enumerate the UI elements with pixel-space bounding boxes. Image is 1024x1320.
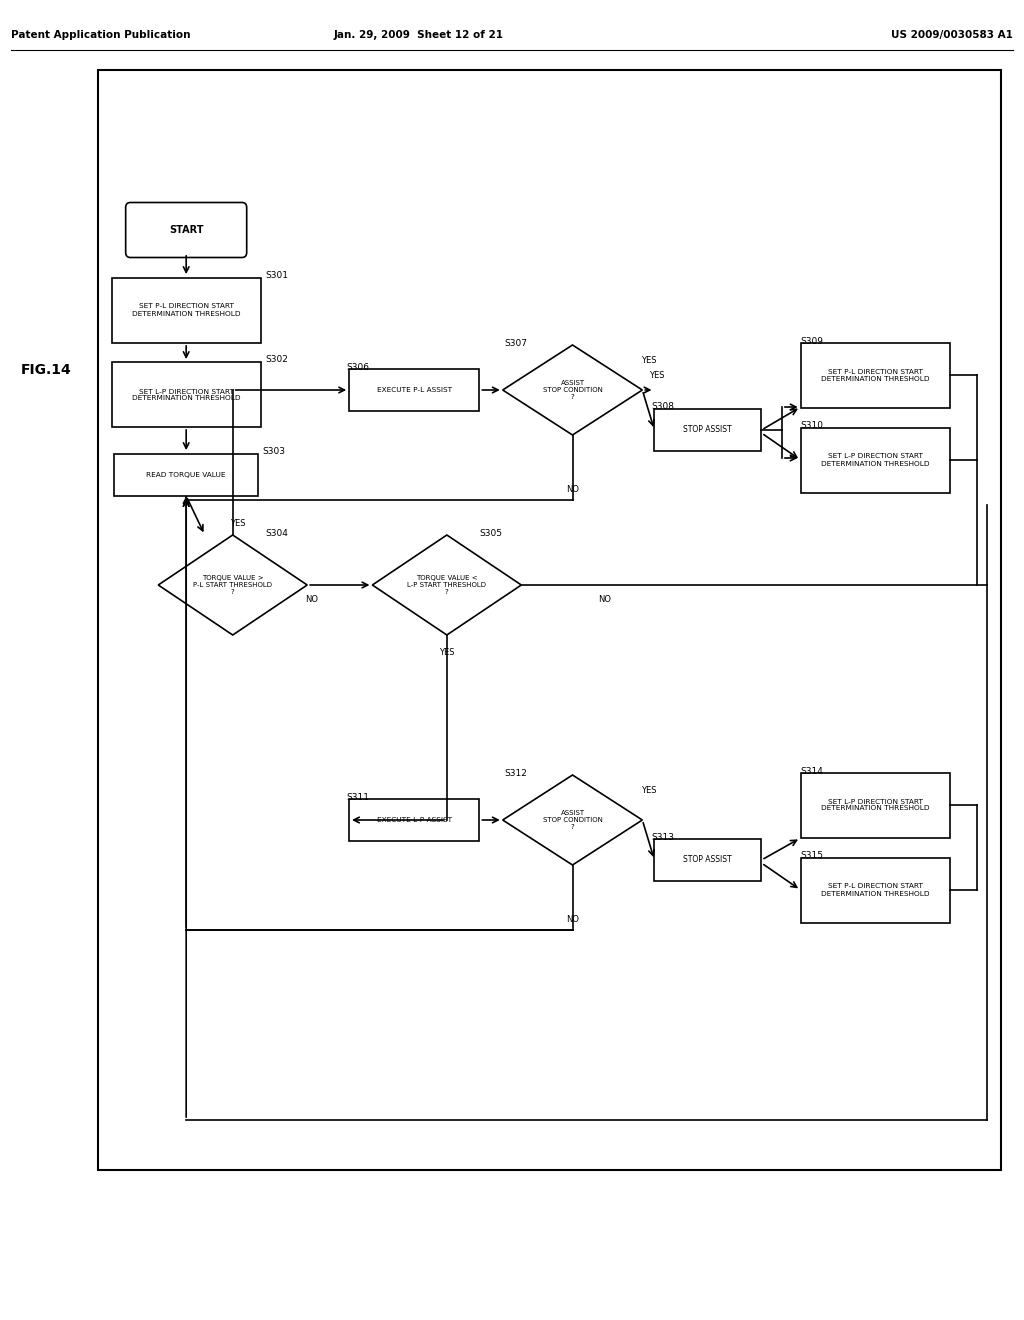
Text: YES: YES bbox=[641, 356, 656, 366]
Text: TORQUE VALUE <
L-P START THRESHOLD
?: TORQUE VALUE < L-P START THRESHOLD ? bbox=[408, 576, 486, 595]
Text: SET L-P DIRECTION START
DETERMINATION THRESHOLD: SET L-P DIRECTION START DETERMINATION TH… bbox=[821, 799, 930, 812]
Bar bbox=[654, 409, 761, 451]
Text: EXECUTE L-P ASSIST: EXECUTE L-P ASSIST bbox=[377, 817, 452, 822]
Text: Patent Application Publication: Patent Application Publication bbox=[11, 30, 190, 40]
Bar bbox=[801, 428, 949, 492]
Text: SET L-P DIRECTION START
DETERMINATION THRESHOLD: SET L-P DIRECTION START DETERMINATION TH… bbox=[821, 454, 930, 466]
Bar bbox=[801, 858, 949, 923]
Text: YES: YES bbox=[229, 519, 245, 528]
Text: NO: NO bbox=[566, 916, 579, 924]
Text: US 2009/0030583 A1: US 2009/0030583 A1 bbox=[891, 30, 1013, 40]
Bar bbox=[349, 370, 479, 411]
Text: Jan. 29, 2009  Sheet 12 of 21: Jan. 29, 2009 Sheet 12 of 21 bbox=[334, 30, 504, 40]
Text: S310: S310 bbox=[801, 421, 823, 430]
Polygon shape bbox=[503, 345, 642, 436]
Text: ASSIST
STOP CONDITION
?: ASSIST STOP CONDITION ? bbox=[543, 810, 602, 830]
Text: START: START bbox=[169, 224, 204, 235]
Text: NO: NO bbox=[305, 595, 318, 605]
Text: S311: S311 bbox=[346, 792, 370, 801]
Polygon shape bbox=[159, 535, 307, 635]
Text: TORQUE VALUE >
P-L START THRESHOLD
?: TORQUE VALUE > P-L START THRESHOLD ? bbox=[194, 576, 272, 595]
Text: ASSIST
STOP CONDITION
?: ASSIST STOP CONDITION ? bbox=[543, 380, 602, 400]
Text: S305: S305 bbox=[479, 528, 503, 537]
Bar bbox=[97, 70, 1000, 1170]
Text: SET P-L DIRECTION START
DETERMINATION THRESHOLD: SET P-L DIRECTION START DETERMINATION TH… bbox=[132, 304, 241, 317]
Text: READ TORQUE VALUE: READ TORQUE VALUE bbox=[146, 473, 226, 478]
Text: STOP ASSIST: STOP ASSIST bbox=[683, 425, 732, 434]
Text: SET P-L DIRECTION START
DETERMINATION THRESHOLD: SET P-L DIRECTION START DETERMINATION TH… bbox=[821, 883, 930, 896]
Text: NO: NO bbox=[566, 486, 579, 495]
Polygon shape bbox=[373, 535, 521, 635]
Text: STOP ASSIST: STOP ASSIST bbox=[683, 855, 732, 865]
Bar bbox=[349, 799, 479, 841]
Text: SET L-P DIRECTION START
DETERMINATION THRESHOLD: SET L-P DIRECTION START DETERMINATION TH… bbox=[132, 388, 241, 401]
FancyBboxPatch shape bbox=[126, 202, 247, 257]
Text: S314: S314 bbox=[801, 767, 823, 776]
Polygon shape bbox=[503, 775, 642, 865]
Text: S308: S308 bbox=[651, 403, 675, 412]
Text: S307: S307 bbox=[505, 338, 527, 347]
Text: S315: S315 bbox=[801, 851, 823, 861]
Bar bbox=[654, 840, 761, 880]
Text: S306: S306 bbox=[346, 363, 370, 371]
Text: EXECUTE P-L ASSIST: EXECUTE P-L ASSIST bbox=[377, 387, 452, 393]
Text: S309: S309 bbox=[801, 337, 823, 346]
Text: YES: YES bbox=[439, 648, 455, 657]
Bar bbox=[112, 277, 261, 342]
Text: S313: S313 bbox=[651, 833, 675, 842]
Text: S304: S304 bbox=[265, 528, 288, 537]
Text: YES: YES bbox=[649, 371, 665, 380]
Text: S303: S303 bbox=[262, 447, 286, 457]
Text: S312: S312 bbox=[505, 768, 527, 777]
Text: YES: YES bbox=[641, 785, 656, 795]
Text: SET P-L DIRECTION START
DETERMINATION THRESHOLD: SET P-L DIRECTION START DETERMINATION TH… bbox=[821, 368, 930, 381]
Bar bbox=[801, 772, 949, 837]
Text: FIG.14: FIG.14 bbox=[22, 363, 72, 378]
Bar bbox=[801, 342, 949, 408]
Text: NO: NO bbox=[599, 595, 611, 605]
Text: S302: S302 bbox=[265, 355, 288, 364]
Bar bbox=[112, 363, 261, 428]
Bar bbox=[114, 454, 258, 496]
Text: S301: S301 bbox=[265, 271, 289, 280]
